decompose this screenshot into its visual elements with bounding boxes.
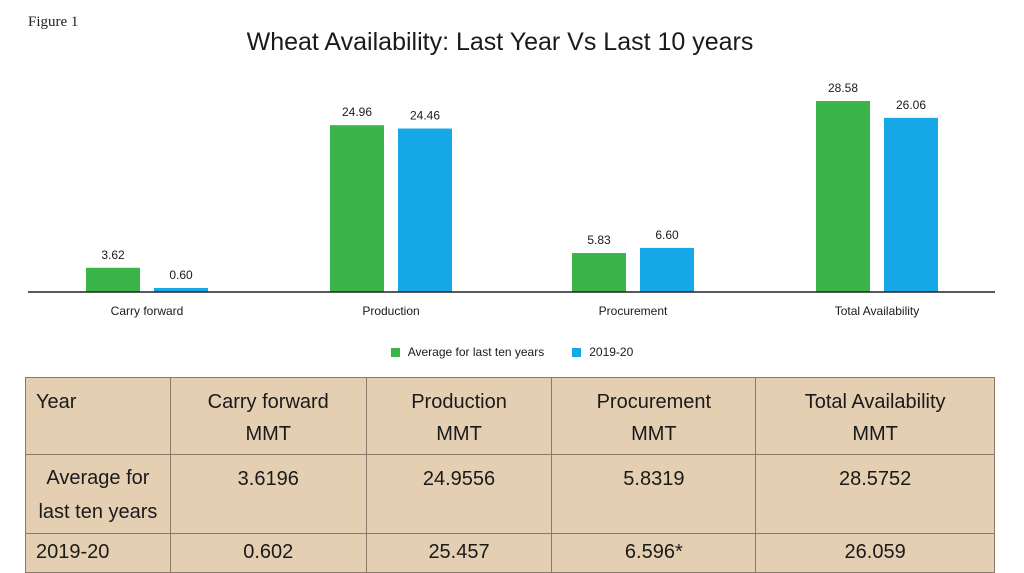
data-label: 26.06 (896, 98, 926, 112)
table-header-row: Year Carry forward MMT Production MMT Proc… (25, 377, 995, 455)
table-cell: 28.5752 (755, 454, 995, 534)
table-cell: 26.059 (755, 533, 995, 573)
data-label: 28.58 (828, 81, 858, 95)
data-label: 5.83 (587, 233, 611, 247)
bar-avg (572, 253, 626, 292)
bar-2019-20 (884, 117, 938, 292)
legend-swatch-blue (572, 347, 582, 357)
table-header-cell: Procurement MMT (551, 377, 757, 455)
bar-avg (816, 101, 870, 292)
table-row: 2019-20 0.602 25.457 6.596* 26.059 (25, 533, 995, 573)
chart-legend: Average for last ten years 2019-20 (0, 345, 1024, 359)
bar-2019-20 (154, 287, 208, 292)
table-header-cell: Total Availability MMT (755, 377, 995, 455)
data-table: Year Carry forward MMT Production MMT Proc… (25, 377, 995, 573)
table-cell: 6.596* (551, 533, 757, 573)
category-label: Procurement (599, 304, 668, 318)
figure-label: Figure 1 (28, 14, 79, 30)
table-row-label: Average for last ten years (25, 454, 171, 534)
data-label: 0.60 (169, 268, 193, 282)
table-header-cell: Carry forward MMT (169, 377, 367, 455)
data-label: 24.96 (342, 105, 372, 119)
table-cell: 0.602 (169, 533, 367, 573)
bar-2019-20 (398, 128, 452, 292)
bar-avg (86, 267, 140, 292)
legend-label-series-2: 2019-20 (589, 345, 634, 359)
table-row-label: 2019-20 (25, 533, 171, 573)
category-label: Carry forward (111, 304, 184, 318)
table-row: Average for last ten years 3.6196 24.9556… (25, 454, 995, 534)
bar-2019-20 (640, 247, 694, 292)
table-cell: 24.9556 (365, 454, 553, 534)
data-label: 3.62 (101, 248, 125, 262)
bar-avg (330, 125, 384, 292)
legend-swatch-green (390, 347, 400, 357)
legend-item-series-2: 2019-20 (572, 345, 633, 359)
legend-label-series-1: Average for last ten years (407, 345, 545, 359)
category-label: Production (362, 304, 419, 318)
chart-title: Wheat Availability: Last Year Vs Last 10… (246, 28, 754, 56)
table-header-cell: Year (25, 377, 171, 455)
category-label: Total Availability (835, 304, 920, 318)
table-header-cell: Production MMT (365, 377, 553, 455)
table-cell: 25.457 (365, 533, 553, 573)
legend-item-series-1: Average for last ten years (390, 345, 545, 359)
table-cell: 3.6196 (169, 454, 367, 534)
bar-chart: 3.62 0.60 Carry forward 24.96 24.46 Productio… (28, 81, 995, 318)
data-label: 6.60 (655, 228, 679, 242)
table-cell: 5.8319 (551, 454, 757, 534)
data-label: 24.46 (410, 109, 440, 123)
